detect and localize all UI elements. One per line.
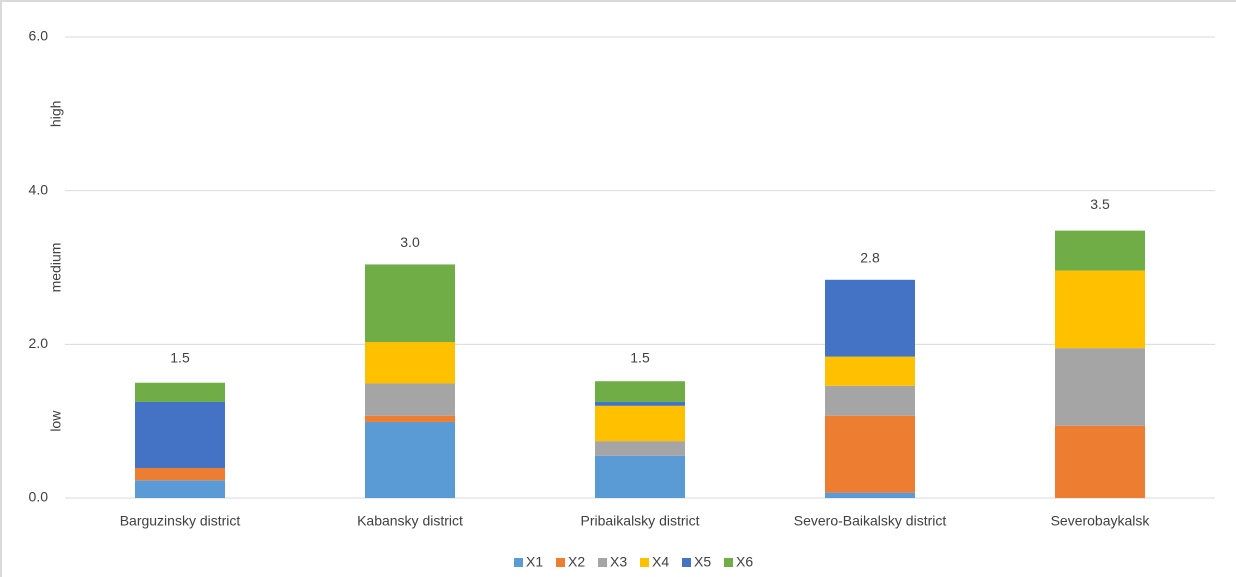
bar-segment [595, 401, 685, 406]
legend-label: X4 [652, 554, 669, 570]
legend-label: X1 [526, 554, 543, 570]
bar-segment [595, 405, 685, 442]
bar-segment [365, 264, 455, 343]
y-tick-label: 2.0 [29, 335, 49, 351]
bar-segment [1055, 230, 1145, 271]
bar-segment [825, 415, 915, 493]
bar-segment [365, 415, 455, 422]
bar-segment [825, 492, 915, 498]
bar-segment [1055, 270, 1145, 349]
legend-swatch [598, 558, 607, 567]
bar-segment [135, 382, 225, 402]
bar-segment [595, 381, 685, 402]
legend-swatch [556, 558, 565, 567]
legend-label: X6 [736, 554, 753, 570]
bar-segment [825, 279, 915, 357]
x-tick-label: Kabansky district [357, 513, 463, 529]
legend-label: X3 [610, 554, 627, 570]
bar-segment [365, 421, 455, 498]
y-tick-label: 0.0 [29, 489, 49, 505]
bar-segment [595, 441, 685, 456]
total-label: 1.5 [630, 349, 650, 365]
legend-label: X5 [694, 554, 711, 570]
total-label: 2.8 [860, 250, 880, 266]
total-label: 3.5 [1090, 196, 1110, 212]
bar-segment [135, 401, 225, 469]
y-tick-label: 4.0 [29, 181, 49, 197]
y-annotation: high [48, 101, 64, 127]
y-annotation: medium [48, 243, 64, 293]
x-tick-label: Severobaykalsk [1051, 513, 1151, 529]
bar-segment [365, 383, 455, 416]
y-annotation: low [48, 410, 64, 432]
legend-swatch [682, 558, 691, 567]
x-tick-label: Barguzinsky district [120, 513, 241, 529]
bar-segment [825, 385, 915, 416]
y-tick-label: 6.0 [29, 28, 49, 44]
x-tick-label: Pribaikalsky district [580, 513, 699, 529]
bar-segment [595, 455, 685, 498]
legend-label: X2 [568, 554, 585, 570]
bar-segment [135, 468, 225, 481]
bar-segment [825, 356, 915, 386]
bar-segment [1055, 348, 1145, 426]
x-tick-label: Severo-Baikalsky district [794, 513, 947, 529]
total-label: 3.0 [400, 234, 420, 250]
legend-swatch [640, 558, 649, 567]
bar-segment [365, 342, 455, 384]
bar-segment [1055, 425, 1145, 498]
bar-segment [135, 480, 225, 498]
legend-swatch [514, 558, 523, 567]
total-label: 1.5 [170, 349, 190, 365]
legend-swatch [724, 558, 733, 567]
